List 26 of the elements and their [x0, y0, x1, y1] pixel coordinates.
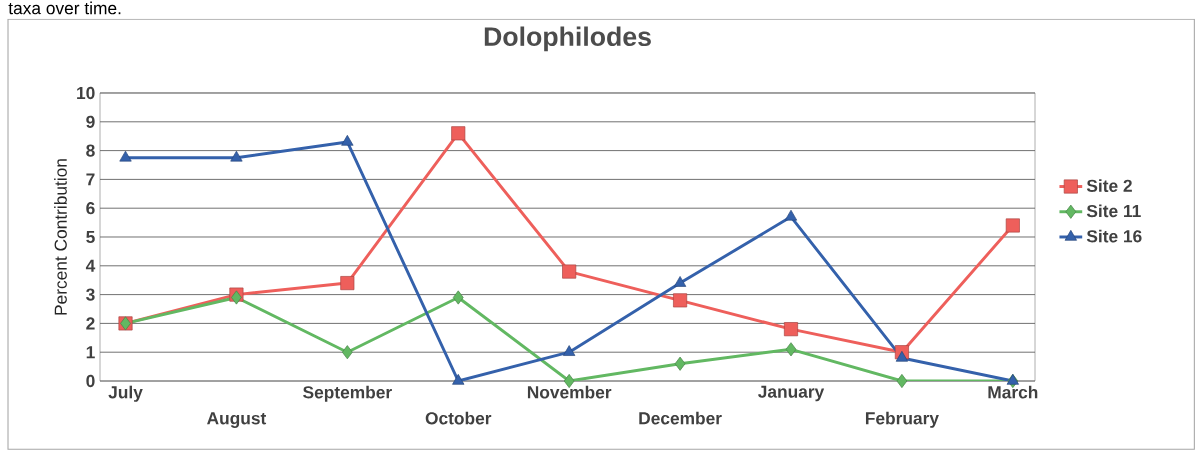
x-tick-label: November [527, 385, 612, 399]
x-tick-label: October [425, 411, 492, 425]
y-tick-label: 0 [86, 374, 95, 388]
x-tick-label: August [207, 412, 267, 428]
chart-title: Dolophilodes [484, 26, 651, 52]
y-tick-label: 1 [86, 346, 95, 359]
x-tick-label: February [865, 411, 939, 428]
y-tick-label: 4 [85, 259, 96, 272]
y-tick-label: 8 [86, 144, 95, 157]
x-tick-label: January [758, 385, 825, 402]
y-tick-label: 5 [86, 230, 95, 244]
y-tick-label: 10 [77, 86, 95, 100]
y-tick-label: 7 [86, 173, 95, 186]
legend-label: Site 11 [1086, 204, 1141, 218]
x-tick-label: March [988, 385, 1038, 399]
x-tick-label: December [639, 411, 722, 425]
legend-label: Site 2 [1086, 179, 1132, 192]
y-tick-label: 2 [86, 317, 95, 330]
y-axis-title: Percent Contribution [54, 159, 67, 315]
legend-label: Site 16 [1086, 229, 1142, 243]
y-tick-label: 9 [86, 115, 95, 128]
x-tick-label: September [303, 385, 392, 402]
y-tick-label: 6 [86, 202, 95, 215]
text: taxa over time. [8, 1, 121, 15]
x-tick-label: July [108, 385, 143, 402]
y-tick-label: 3 [86, 288, 95, 301]
